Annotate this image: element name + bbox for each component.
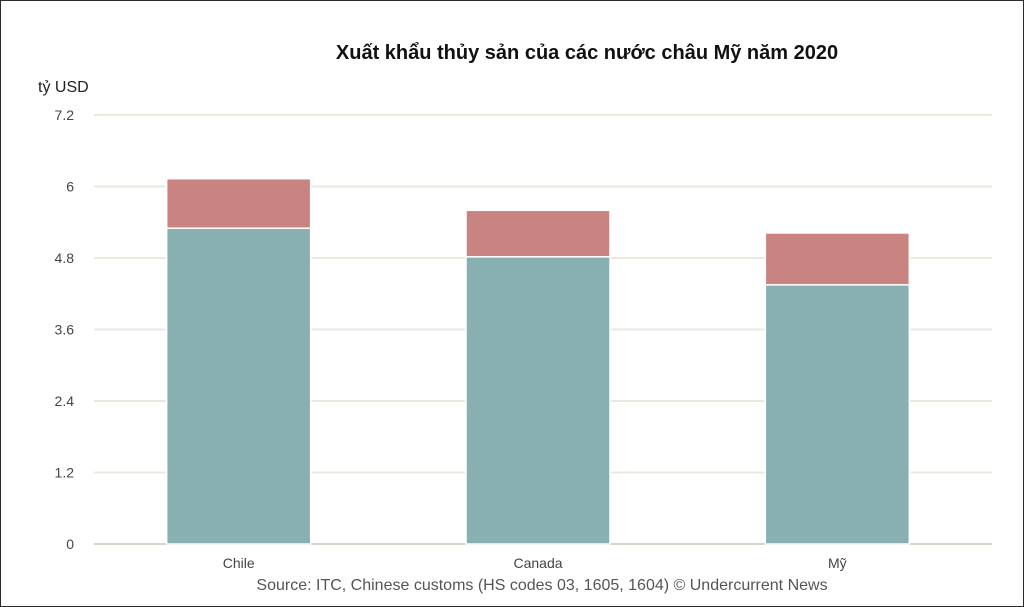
chart-title: Xuất khẩu thủy sản của các nước châu Mỹ … <box>335 42 839 64</box>
y-tick-label: 7.2 <box>55 107 75 123</box>
x-category-label: Chile <box>223 555 255 571</box>
chart-source: Source: ITC, Chinese customs (HS codes 0… <box>256 577 828 594</box>
y-tick-label: 3.6 <box>55 322 75 338</box>
bar-segment <box>165 227 312 545</box>
y-tick-label: 4.8 <box>55 250 75 266</box>
y-tick-label: 2.4 <box>55 393 75 409</box>
bar-segment <box>165 178 312 229</box>
bar-segment <box>465 256 611 545</box>
bar-segment <box>764 284 911 545</box>
x-category-label: Mỹ <box>828 555 847 571</box>
y-tick-label: 1.2 <box>55 465 75 481</box>
y-tick-label: 6 <box>66 179 74 195</box>
y-tick-labels: 0 1.2 2.4 3.6 4.8 6 7.2 <box>55 107 75 552</box>
y-tick-label: 0 <box>66 536 74 552</box>
bar-segment <box>764 232 911 286</box>
x-category-label: Canada <box>513 555 562 571</box>
bars <box>165 178 911 545</box>
y-axis-label: tỷ USD <box>38 79 89 96</box>
x-category-labels: Chile Canada Mỹ <box>223 555 847 571</box>
bar-segment <box>465 209 611 258</box>
